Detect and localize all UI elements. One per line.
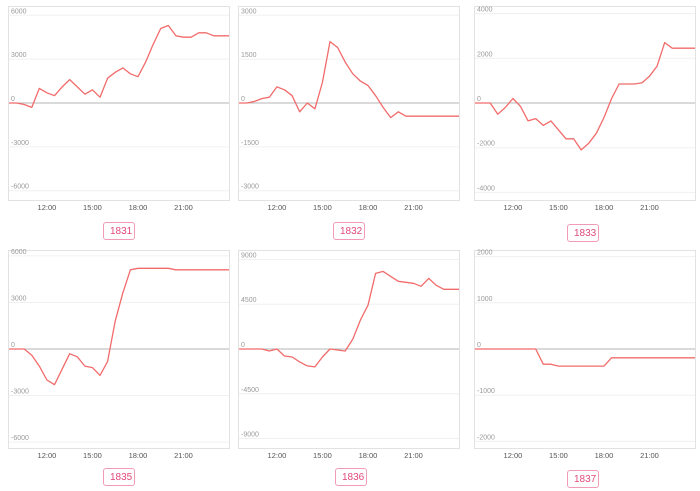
y-tick-label: 0 xyxy=(241,342,245,349)
y-tick-label: 2000 xyxy=(477,51,493,58)
x-tick-label: 12:00 xyxy=(38,451,57,460)
line-chart-1837: 2000 1000 0 -1000 -2000 12:00 15:00 18:00 21:00 xyxy=(475,250,695,460)
x-tick-label: 12:00 xyxy=(504,451,523,460)
x-tick-label: 12:00 xyxy=(38,203,57,212)
x-tick-label: 21:00 xyxy=(174,451,193,460)
series-line xyxy=(239,270,459,368)
y-tick-label: -1500 xyxy=(241,140,259,147)
y-tick-label: 6000 xyxy=(11,8,27,15)
y-tick-label: -9000 xyxy=(241,432,259,439)
y-tick-label: 6000 xyxy=(11,249,27,256)
y-tick-label: -3000 xyxy=(241,184,259,191)
line-chart-1832: 3000 1500 0 -1500 -3000 12:00 15:00 18:00 21:00 xyxy=(239,8,459,212)
y-tick-label: 0 xyxy=(11,342,15,349)
x-tick-label: 15:00 xyxy=(83,451,102,460)
y-tick-label: 2000 xyxy=(477,250,493,257)
y-tick-label: 1000 xyxy=(477,296,493,303)
x-tick-label: 12:00 xyxy=(268,203,287,212)
x-tick-label: 18:00 xyxy=(595,451,614,460)
y-tick-label: 1500 xyxy=(241,52,257,59)
x-tick-label: 15:00 xyxy=(313,451,332,460)
line-chart-1833: 4000 2000 0 -2000 -4000 12:00 15:00 18:00 21:00 xyxy=(475,7,695,212)
y-tick-label: 3000 xyxy=(11,52,27,59)
x-tick-label: 18:00 xyxy=(359,451,378,460)
chart-label-badge-1831[interactable]: 1831 xyxy=(103,222,135,240)
y-tick-label: -6000 xyxy=(11,435,29,442)
x-tick-label: 15:00 xyxy=(313,203,332,212)
x-tick-label: 12:00 xyxy=(504,203,523,212)
chart-label-badge-1837[interactable]: 1837 xyxy=(567,470,599,488)
chart-panel-1833: 4000 2000 0 -2000 -4000 12:00 15:00 18:00 21:00 … xyxy=(470,0,700,245)
y-tick-label: -3000 xyxy=(11,140,29,147)
y-tick-label: 4000 xyxy=(477,7,493,14)
line-chart-1835: 6000 3000 0 -3000 -6000 12:00 15:00 18:00 21:00 xyxy=(9,249,229,460)
chart-panel-1837: 2000 1000 0 -1000 -2000 12:00 15:00 18:00 21:00 … xyxy=(470,246,700,491)
x-tick-label: 21:00 xyxy=(640,451,659,460)
chart-panel-1835: 6000 3000 0 -3000 -6000 12:00 15:00 18:00 21:00 … xyxy=(0,246,240,491)
chart-label-badge-1835[interactable]: 1835 xyxy=(103,468,135,486)
x-tick-label: 18:00 xyxy=(129,203,148,212)
x-tick-label: 18:00 xyxy=(129,451,148,460)
x-tick-label: 21:00 xyxy=(174,203,193,212)
chart-label-badge-1836[interactable]: 1836 xyxy=(335,468,367,486)
y-tick-label: 3000 xyxy=(11,295,27,302)
chart-label-badge-1833[interactable]: 1833 xyxy=(567,224,599,242)
y-tick-label: 3000 xyxy=(241,8,257,15)
y-tick-label: -1000 xyxy=(477,388,495,395)
chart-panel-1831: 6000 3000 0 -3000 -6000 12:00 15:00 18:00 21:00 … xyxy=(0,0,240,245)
y-tick-label: 0 xyxy=(11,96,15,103)
x-tick-label: 21:00 xyxy=(640,203,659,212)
y-tick-label: -6000 xyxy=(11,184,29,191)
chart-panel-1836: 9000 4500 0 -4500 -9000 12:00 15:00 18:00 21:00 … xyxy=(235,246,475,491)
series-line xyxy=(475,41,695,151)
y-tick-label: 0 xyxy=(477,96,481,103)
series-line xyxy=(475,348,695,367)
series-line xyxy=(9,267,229,386)
chart-label-badge-1832[interactable]: 1832 xyxy=(333,222,365,240)
x-tick-label: 21:00 xyxy=(404,203,423,212)
series-line xyxy=(239,40,459,119)
y-tick-label: -4000 xyxy=(477,185,495,192)
chart-panel-1832: 3000 1500 0 -1500 -3000 12:00 15:00 18:00 21:00 … xyxy=(235,0,475,245)
y-tick-label: 9000 xyxy=(241,252,257,259)
x-tick-label: 15:00 xyxy=(549,203,568,212)
series-line xyxy=(9,24,229,109)
line-chart-1831: 6000 3000 0 -3000 -6000 12:00 15:00 18:00 21:00 xyxy=(9,8,229,212)
y-tick-label: 0 xyxy=(477,342,481,349)
y-tick-label: -2000 xyxy=(477,434,495,441)
y-tick-label: 4500 xyxy=(241,297,257,304)
line-chart-1836: 9000 4500 0 -4500 -9000 12:00 15:00 18:00 21:00 xyxy=(239,252,459,460)
x-tick-label: 12:00 xyxy=(268,451,287,460)
y-tick-label: -4500 xyxy=(241,387,259,394)
y-tick-label: -3000 xyxy=(11,389,29,396)
x-tick-label: 18:00 xyxy=(595,203,614,212)
y-tick-label: -2000 xyxy=(477,141,495,148)
y-tick-label: 0 xyxy=(241,96,245,103)
x-tick-label: 15:00 xyxy=(549,451,568,460)
x-tick-label: 15:00 xyxy=(83,203,102,212)
x-tick-label: 18:00 xyxy=(359,203,378,212)
x-tick-label: 21:00 xyxy=(404,451,423,460)
